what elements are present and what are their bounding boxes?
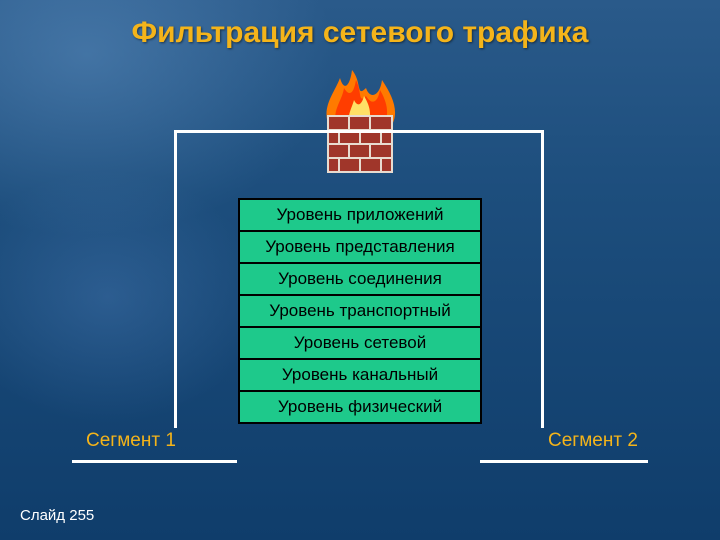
slide-number: Слайд 255 [20, 507, 94, 524]
bracket-right-vertical [541, 133, 544, 428]
slide: Фильтрация сетевого трафика [0, 0, 720, 540]
layer-transport: Уровень транспортный [240, 296, 480, 328]
layer-session: Уровень соединения [240, 264, 480, 296]
baseline-right [480, 460, 648, 463]
layer-datalink: Уровень канальный [240, 360, 480, 392]
layer-presentation: Уровень представления [240, 232, 480, 264]
segment-right-label: Сегмент 2 [548, 430, 638, 452]
layer-physical: Уровень физический [240, 392, 480, 424]
layer-network: Уровень сетевой [240, 328, 480, 360]
layer-application: Уровень приложений [240, 200, 480, 232]
baseline-left [72, 460, 237, 463]
osi-stack: Уровень приложений Уровень представления… [238, 198, 482, 424]
segment-left-label: Сегмент 1 [86, 430, 176, 452]
slide-title: Фильтрация сетевого трафика [0, 16, 720, 50]
bracket-left-vertical [174, 133, 177, 428]
